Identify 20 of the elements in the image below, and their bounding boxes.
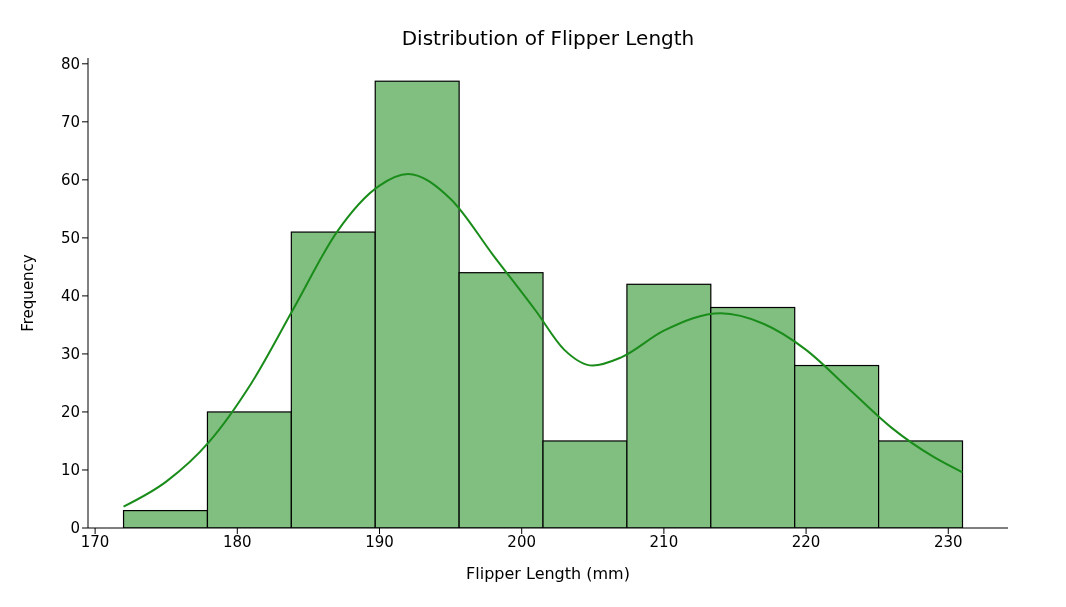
y-axis-title: Frequency <box>19 254 38 332</box>
y-tick-label: 10 <box>60 461 80 480</box>
x-axis-title: Flipper Length (mm) <box>466 564 630 583</box>
y-tick-label: 60 <box>60 171 80 190</box>
y-tick-label: 0 <box>70 519 80 538</box>
y-tick-label: 40 <box>60 287 80 306</box>
y-tick-label: 20 <box>60 403 80 422</box>
y-tick-label: 80 <box>60 55 80 74</box>
x-tick-label: 210 <box>649 532 679 551</box>
y-tick-label: 30 <box>60 345 80 364</box>
x-tick-label: 170 <box>80 532 110 551</box>
chart-title: Distribution of Flipper Length <box>400 26 696 50</box>
x-tick-label: 190 <box>365 532 394 551</box>
x-tick-label: 220 <box>791 532 821 551</box>
y-tick-label: 70 <box>60 113 80 132</box>
y-tick-label: 50 <box>60 229 80 248</box>
x-tick-label: 230 <box>933 532 963 551</box>
x-tick-label: 200 <box>507 532 537 551</box>
x-tick-label: 180 <box>222 532 252 551</box>
line-series <box>122 173 964 508</box>
